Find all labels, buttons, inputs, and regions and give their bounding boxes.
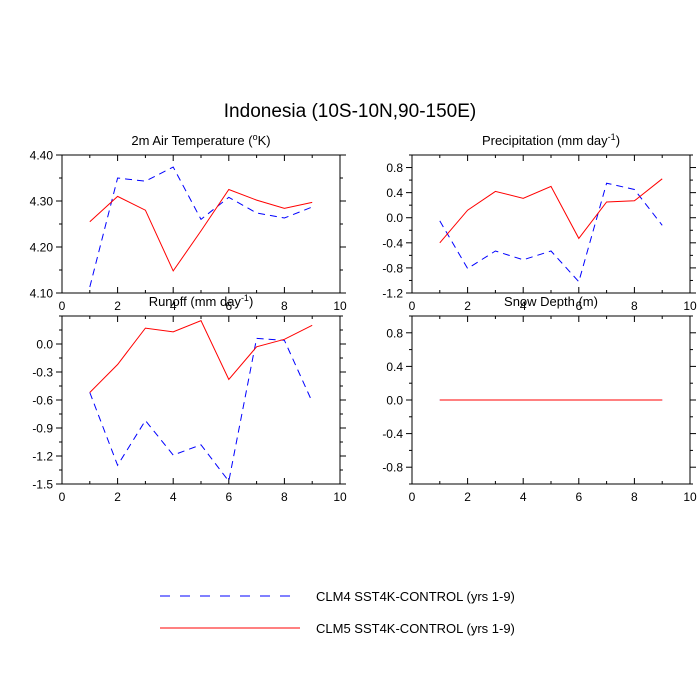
x-tick-label: 4 — [170, 490, 177, 504]
x-tick-label: 6 — [575, 490, 582, 504]
x-tick-label: 10 — [333, 490, 347, 504]
x-tick-label: 2 — [464, 299, 471, 313]
y-tick-label: 4.40 — [30, 149, 54, 163]
panel-1-title: 2m Air Temperature (oK) — [131, 132, 270, 148]
panel-title-text: Runoff (mm day — [149, 294, 242, 309]
y-tick-label: 0.4 — [386, 186, 403, 200]
x-tick-label: 10 — [683, 299, 697, 313]
x-tick-label: 6 — [575, 299, 582, 313]
y-tick-label: -0.9 — [32, 422, 53, 436]
x-tick-label: 10 — [333, 299, 347, 313]
legend-label-clm4: CLM4 SST4K-CONTROL (yrs 1-9) — [316, 589, 515, 604]
y-tick-label: 0.0 — [36, 338, 53, 352]
x-tick-label: 0 — [59, 490, 66, 504]
panel-title-suffix: ) — [249, 294, 253, 309]
panel-title-suffix: K) — [258, 133, 271, 148]
x-tick-label: 6 — [225, 490, 232, 504]
x-tick-label: 10 — [683, 490, 697, 504]
y-tick-label: 0.0 — [386, 211, 403, 225]
x-tick-label: 0 — [409, 490, 416, 504]
legend: CLM4 SST4K-CONTROL (yrs 1-9) CLM5 SST4K-C… — [160, 589, 515, 636]
x-tick-label: 6 — [225, 299, 232, 313]
panel-3: Runoff (mm day-1) 0 2 4 6 8 10 -1.5 -1.2 -0.9 -0.6… — [32, 293, 347, 504]
y-tick-label: -0.6 — [32, 394, 53, 408]
y-tick-label: -1.2 — [382, 287, 403, 301]
series-line-clm4 — [89, 337, 313, 483]
x-tick-label: 8 — [631, 490, 638, 504]
y-tick-label: 0.8 — [386, 161, 403, 175]
panel-title-superscript: o — [253, 132, 258, 142]
panel-3-title: Runoff (mm day-1) — [149, 293, 254, 309]
x-tick-label: 0 — [59, 299, 66, 313]
x-tick-label: 4 — [520, 299, 527, 313]
y-tick-label: 4.30 — [30, 195, 54, 209]
series-line-clm5 — [439, 178, 663, 244]
x-tick-label: 2 — [464, 490, 471, 504]
y-tick-label: -0.8 — [382, 261, 403, 275]
x-tick-label: 2 — [114, 299, 121, 313]
panel-1: 2m Air Temperature (oK) 0 2 4 6 8 10 4.10 4.20 4.… — [30, 132, 347, 313]
y-tick-label: 4.10 — [30, 287, 54, 301]
panel-title-superscript: -1 — [608, 132, 616, 142]
x-tick-label: 4 — [170, 299, 177, 313]
y-tick-label: 0.0 — [386, 394, 403, 408]
series-line-clm4 — [439, 182, 663, 283]
x-tick-label: 8 — [631, 299, 638, 313]
panel-title-text: Snow Depth (m) — [504, 294, 598, 309]
x-tick-label: 2 — [114, 490, 121, 504]
x-tick-label: 8 — [281, 299, 288, 313]
figure-title: Indonesia (10S-10N,90-150E) — [224, 101, 476, 122]
x-tick-label: 0 — [409, 299, 416, 313]
panel-title-superscript: -1 — [241, 293, 249, 303]
series-line-clm4 — [89, 166, 313, 288]
panel-title-suffix: ) — [616, 133, 620, 148]
y-tick-label: 4.20 — [30, 241, 54, 255]
x-tick-label: 4 — [520, 490, 527, 504]
panel-title-text: Precipitation (mm day — [482, 133, 608, 148]
panel-4: Snow Depth (m) 0 2 4 6 8 10 -0.8 -0.4 0.0 0.4 0.8 — [382, 294, 697, 504]
legend-label-clm5: CLM5 SST4K-CONTROL (yrs 1-9) — [316, 621, 515, 636]
series-line-clm5 — [89, 320, 313, 393]
y-tick-label: 0.4 — [386, 360, 403, 374]
y-tick-label: -1.2 — [32, 450, 53, 464]
y-tick-label: -0.8 — [382, 461, 403, 475]
y-tick-label: -0.4 — [382, 236, 403, 250]
y-tick-label: -0.4 — [382, 427, 403, 441]
series-line-clm5 — [89, 188, 313, 272]
panel-2-title: Precipitation (mm day-1) — [482, 132, 620, 148]
panel-title-text: 2m Air Temperature ( — [131, 133, 253, 148]
panel-4-title: Snow Depth (m) — [504, 294, 598, 309]
panel-2: Precipitation (mm day-1) 0 2 4 6 8 10 -1.2 -0.8 -… — [382, 132, 697, 313]
y-tick-label: -1.5 — [32, 478, 53, 492]
x-tick-label: 8 — [281, 490, 288, 504]
y-tick-label: 0.8 — [386, 326, 403, 340]
y-tick-label: -0.3 — [32, 366, 53, 380]
panels-group: 2m Air Temperature (oK) 0 2 4 6 8 10 4.10 4.20 4.… — [30, 132, 697, 504]
